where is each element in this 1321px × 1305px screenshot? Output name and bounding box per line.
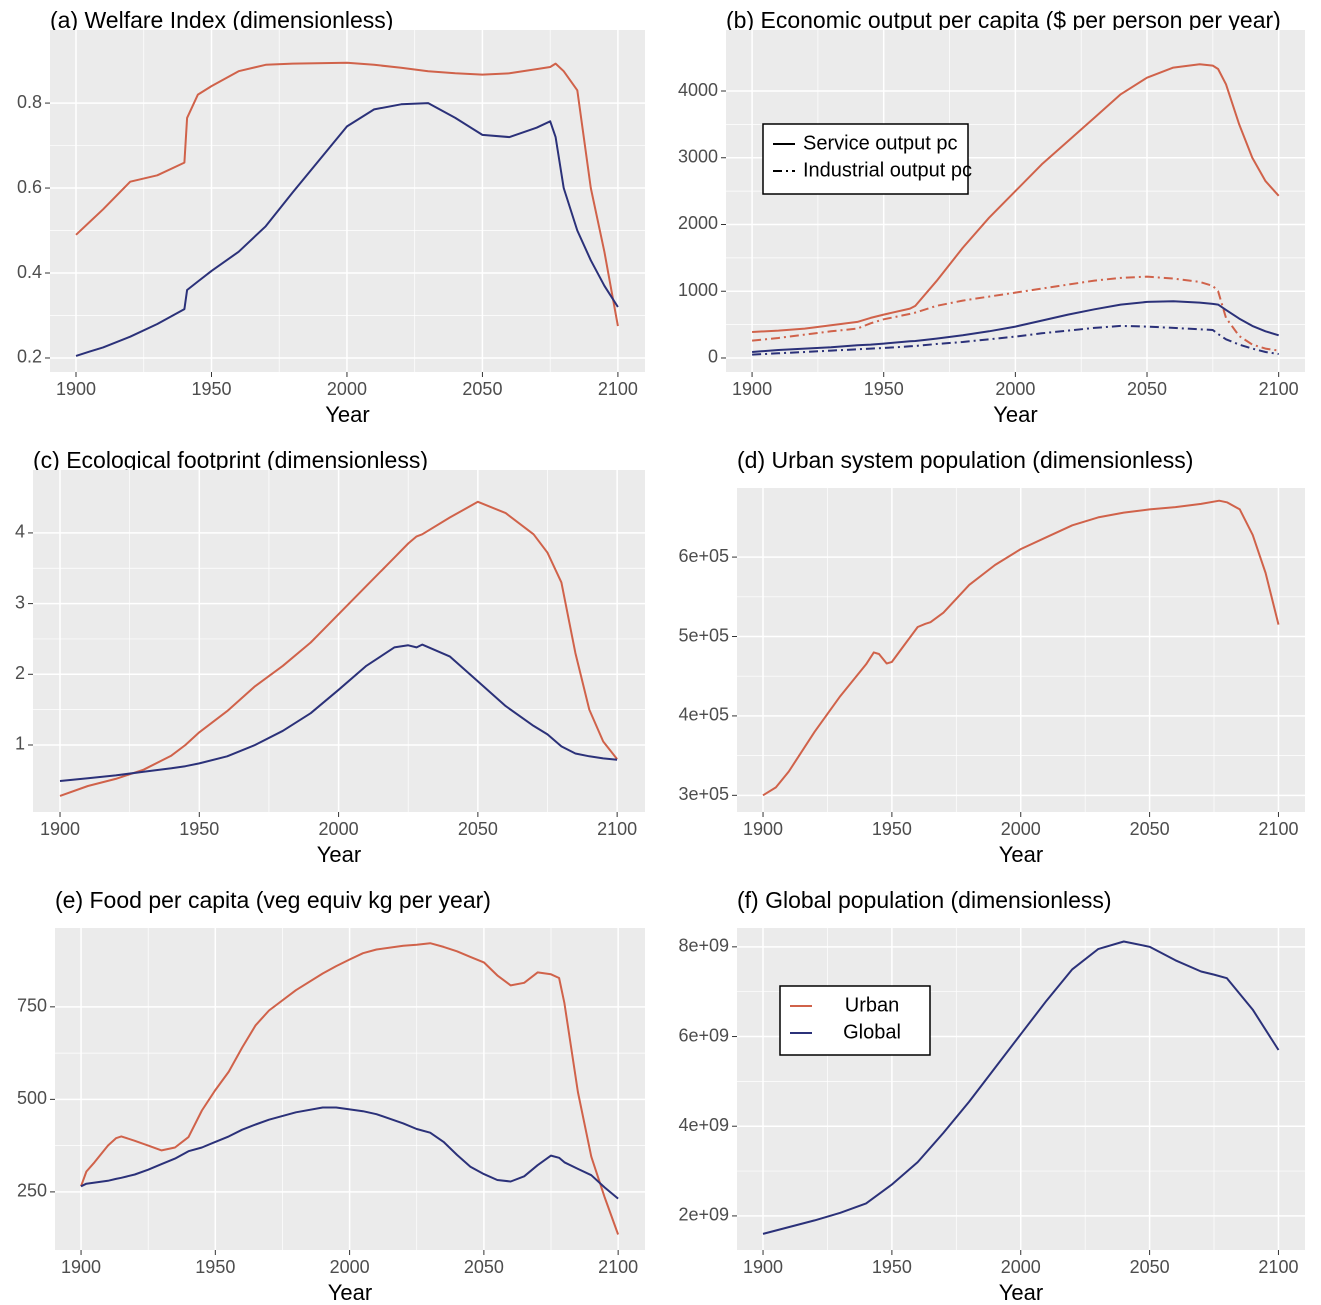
series-line <box>80 1106 619 1200</box>
panel-title: (e) Food per capita (veg equiv kg per ye… <box>55 887 491 913</box>
series-line <box>59 500 618 797</box>
series-line <box>762 499 1280 797</box>
x-tick-label: 2050 <box>1130 819 1170 839</box>
series-line <box>752 300 1279 353</box>
series-line <box>80 942 620 1235</box>
x-tick-label: 1950 <box>872 819 912 839</box>
x-tick-label: 1900 <box>743 819 783 839</box>
x-tick-label: 1950 <box>191 379 231 399</box>
y-tick-label: 8e+09 <box>678 936 729 956</box>
y-tick-label: 3000 <box>678 146 718 166</box>
x-tick-label: 2000 <box>1001 1257 1041 1277</box>
x-tick-label: 2050 <box>464 1257 504 1277</box>
x-tick-label: 1900 <box>40 819 80 839</box>
x-tick-label: 2050 <box>1127 379 1167 399</box>
series-line <box>59 643 618 782</box>
x-tick-label: 2000 <box>327 379 367 399</box>
panel-title: (a) Welfare Index (dimensionless) <box>50 7 393 33</box>
legend-label: Industrial output pc <box>803 159 972 181</box>
legend-box <box>779 985 931 1056</box>
y-tick-label: 5e+05 <box>678 625 729 645</box>
y-tick-label: 1000 <box>678 280 718 300</box>
panel-title: (c) Ecological footprint (dimensionless) <box>33 447 428 473</box>
series-line <box>75 102 619 357</box>
x-tick-label: 2100 <box>1258 1257 1298 1277</box>
x-tick-label: 2050 <box>462 379 502 399</box>
x-tick-label: 1950 <box>872 1257 912 1277</box>
legend-label: Global <box>843 1021 901 1043</box>
panel-title: (f) Global population (dimensionless) <box>737 887 1112 913</box>
x-tick-label: 2050 <box>1130 1257 1170 1277</box>
x-tick-label: 1900 <box>61 1257 101 1277</box>
x-tick-label: 2000 <box>995 379 1035 399</box>
x-tick-label: 2050 <box>458 819 498 839</box>
x-tick-label: 2000 <box>1001 819 1041 839</box>
y-tick-label: 0.6 <box>17 177 42 197</box>
series-line <box>75 61 619 327</box>
x-tick-label: 1950 <box>195 1257 235 1277</box>
x-tick-label: 2100 <box>1258 819 1298 839</box>
panel-title: (d) Urban system population (dimensionle… <box>737 447 1193 473</box>
x-axis-label: Year <box>993 402 1037 427</box>
y-tick-label: 2e+09 <box>678 1205 729 1225</box>
y-tick-label: 2 <box>15 663 25 683</box>
x-tick-label: 1900 <box>743 1257 783 1277</box>
y-tick-label: 3e+05 <box>678 784 729 804</box>
y-tick-label: 0 <box>708 347 718 367</box>
y-tick-label: 6e+05 <box>678 546 729 566</box>
x-tick-label: 2100 <box>598 379 638 399</box>
y-tick-label: 6e+09 <box>678 1025 729 1045</box>
y-tick-label: 500 <box>17 1088 47 1108</box>
panel-title: (b) Economic output per capita ($ per pe… <box>726 7 1281 33</box>
x-tick-label: 2000 <box>330 1257 370 1277</box>
x-axis-label: Year <box>325 402 369 427</box>
series-line <box>762 940 1280 1235</box>
y-tick-label: 250 <box>17 1181 47 1201</box>
y-tick-label: 1 <box>15 734 25 754</box>
y-tick-label: 4e+09 <box>678 1115 729 1135</box>
x-tick-label: 1950 <box>864 379 904 399</box>
x-tick-label: 2100 <box>598 1257 638 1277</box>
x-axis-label: Year <box>999 842 1043 867</box>
y-tick-label: 750 <box>17 996 47 1016</box>
series-line <box>752 324 1279 356</box>
series-line <box>752 63 1280 333</box>
legend-box <box>762 123 969 195</box>
x-axis-label: Year <box>317 842 361 867</box>
y-tick-label: 0.8 <box>17 92 42 112</box>
y-tick-label: 0.4 <box>17 262 42 282</box>
y-tick-label: 3 <box>15 592 25 612</box>
x-axis-label: Year <box>328 1280 372 1305</box>
y-tick-label: 4 <box>15 522 25 542</box>
legend-label: Urban <box>845 994 899 1016</box>
y-tick-label: 4e+05 <box>678 705 729 725</box>
y-tick-label: 4000 <box>678 80 718 100</box>
x-tick-label: 2100 <box>597 819 637 839</box>
x-axis-label: Year <box>999 1280 1043 1305</box>
legend-label: Service output pc <box>803 132 958 154</box>
y-tick-label: 0.2 <box>17 347 42 367</box>
x-tick-label: 1900 <box>56 379 96 399</box>
x-tick-label: 2100 <box>1259 379 1299 399</box>
x-tick-label: 2000 <box>319 819 359 839</box>
x-tick-label: 1900 <box>732 379 772 399</box>
y-tick-label: 2000 <box>678 213 718 233</box>
x-tick-label: 1950 <box>179 819 219 839</box>
